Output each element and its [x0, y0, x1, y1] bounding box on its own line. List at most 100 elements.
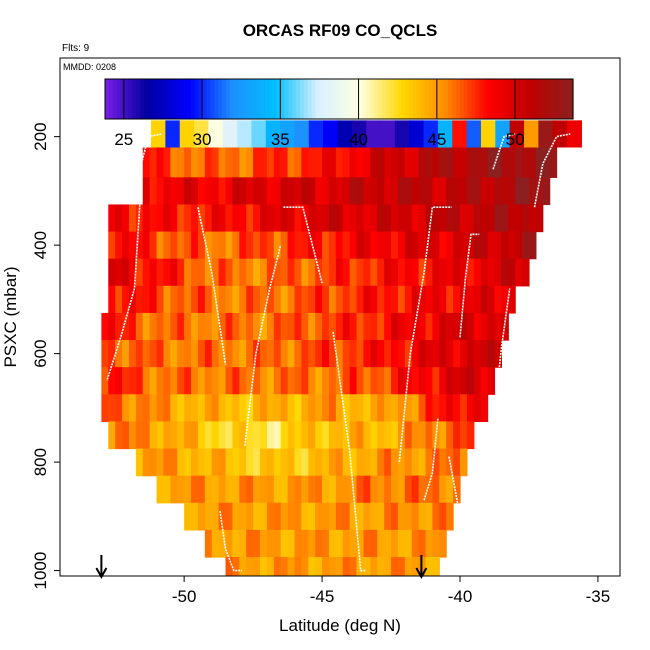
colorbar-swatch: [300, 79, 305, 119]
heatmap-cell: [453, 312, 461, 341]
heatmap-cell: [508, 285, 516, 314]
colorbar-swatch: [456, 79, 461, 119]
heatmap-cell: [308, 147, 316, 178]
heatmap-cell: [149, 204, 158, 233]
colorbar-swatch: [303, 79, 309, 119]
heatmap-cell: [108, 367, 116, 395]
colorbar-swatch: [463, 79, 469, 119]
colorbar-swatch: [311, 79, 317, 119]
heatmap-cell: [301, 448, 309, 477]
heatmap-cell: [246, 204, 254, 233]
heatmap-cell: [232, 475, 240, 504]
heatmap-cell: [466, 204, 475, 233]
heatmap-cell: [342, 421, 351, 450]
colorbar: 25 30 35 40 45 50: [104, 78, 574, 149]
heatmap-cell: [246, 367, 254, 395]
heatmap-cell: [184, 448, 192, 477]
heatmap-cell: [446, 475, 454, 504]
colorbar-swatch: [315, 79, 321, 119]
colorbar-swatch: [261, 79, 266, 119]
colorbar-swatch: [378, 79, 383, 119]
heatmap-cell: [315, 312, 323, 341]
colorbar-swatch: [393, 79, 399, 119]
flight-track: [219, 510, 243, 572]
heatmap-cell: [287, 448, 296, 477]
heatmap-cell: [135, 448, 144, 477]
colorbar-swatch: [569, 79, 574, 119]
heatmap-cell: [460, 421, 468, 450]
heatmap-cell: [480, 394, 489, 423]
heatmap-cell: [487, 285, 496, 314]
heatmap-cell: [218, 367, 227, 395]
heatmap-cell: [101, 312, 109, 341]
heatmap-cell: [473, 258, 482, 287]
heatmap-cell: [246, 258, 254, 287]
colorbar-swatch: [428, 79, 434, 119]
colorbar-swatch: [424, 79, 430, 119]
colorbar-swatch: [459, 79, 465, 119]
top-strip-cell: [251, 120, 267, 148]
heatmap-cell: [135, 367, 144, 395]
heatmap-cell: [397, 177, 406, 206]
heatmap-cell: [211, 367, 220, 395]
heatmap-cell: [446, 340, 454, 368]
heatmap-cell: [508, 258, 516, 287]
heatmap-cell: [253, 147, 261, 178]
heatmap-cell: [260, 394, 268, 423]
heatmap-cell: [418, 421, 427, 450]
colorbar-swatch: [358, 79, 363, 119]
heatmap-cell: [184, 312, 192, 341]
colorbar-swatch: [362, 79, 367, 119]
heatmap-cell: [501, 285, 509, 314]
top-strip-cell: [466, 120, 482, 148]
heatmap-cell: [191, 147, 199, 178]
heatmap-cell: [439, 340, 447, 368]
heatmap-cell: [142, 448, 151, 477]
heatmap-cell: [260, 502, 268, 531]
heatmap-cell: [418, 367, 427, 395]
heatmap-cell: [391, 231, 399, 260]
heatmap-cell: [384, 312, 392, 341]
heatmap-cell: [294, 147, 302, 178]
colorbar-swatch: [506, 79, 512, 119]
heatmap-cell: [122, 204, 130, 233]
heatmap-cell: [322, 204, 330, 233]
heatmap-cell: [328, 529, 337, 558]
heatmap-cell: [363, 529, 371, 558]
heatmap-cell: [273, 177, 282, 206]
top-strip-cell: [452, 120, 468, 148]
heatmap-cell: [446, 204, 454, 233]
heatmap-cell: [356, 177, 365, 206]
heatmap-cell: [349, 231, 358, 260]
heatmap-cell: [466, 421, 475, 450]
flight-track: [423, 418, 439, 501]
colorbar-swatch: [171, 79, 176, 119]
heatmap-cell: [266, 177, 275, 206]
heatmap-cell: [425, 258, 434, 287]
heatmap-cell: [308, 312, 316, 341]
top-strip-cell: [409, 120, 425, 148]
heatmap-cell: [391, 529, 399, 558]
heatmap-cell: [473, 285, 482, 314]
heatmap-cell: [232, 285, 240, 314]
heatmap-cell: [280, 258, 289, 287]
heatmap-cell: [439, 529, 447, 558]
heatmap-cell: [225, 557, 234, 576]
colorbar-swatch: [206, 79, 211, 119]
heatmap-cell: [356, 475, 365, 504]
heatmap-cell: [363, 475, 371, 504]
heatmap-cell: [232, 312, 240, 341]
heatmap-cell: [122, 421, 130, 450]
heatmap-cell: [494, 340, 502, 368]
heatmap-cell: [397, 285, 406, 314]
heatmap-cell: [335, 340, 344, 368]
heatmap-cell: [397, 340, 406, 368]
heatmap-cell: [149, 340, 158, 368]
flight-track: [478, 288, 511, 549]
heatmap-cell: [356, 231, 365, 260]
heatmap-cell: [501, 231, 509, 260]
colorbar-swatch: [264, 79, 270, 119]
heatmap-cell: [418, 231, 427, 260]
heatmap-cell: [149, 367, 158, 395]
heatmap-cell: [342, 502, 351, 531]
